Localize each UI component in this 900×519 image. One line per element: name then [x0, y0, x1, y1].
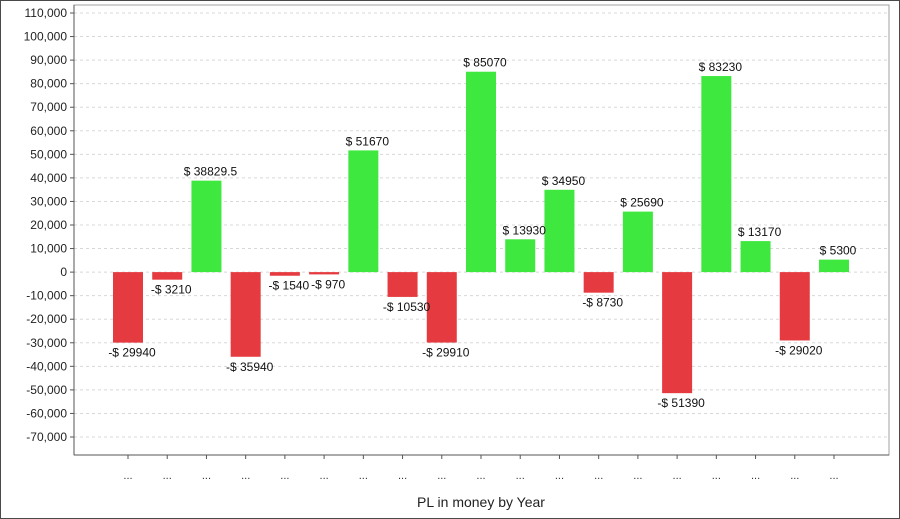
- bar: [701, 76, 732, 273]
- bar-data-label: -$ 29910: [422, 346, 470, 360]
- bar-data-label: $ 83230: [699, 60, 743, 74]
- x-tick-label: ...: [751, 470, 760, 482]
- bar-data-label: $ 85070: [463, 56, 507, 70]
- bar-data-label: -$ 51390: [657, 396, 705, 410]
- y-tick-label: 0: [60, 265, 67, 279]
- bar-data-label: -$ 10530: [383, 300, 431, 314]
- x-tick-label: ...: [359, 470, 368, 482]
- y-tick-label: 80,000: [30, 77, 67, 91]
- x-tick-label: ...: [594, 470, 603, 482]
- bar-data-label: $ 25690: [620, 196, 664, 210]
- y-tick-label: 70,000: [30, 100, 67, 114]
- bar-data-label: -$ 29940: [108, 346, 156, 360]
- y-tick-label: -60,000: [26, 406, 67, 420]
- x-tick-label: ...: [241, 470, 250, 482]
- x-tick-label: ...: [633, 470, 642, 482]
- bar: [544, 189, 575, 273]
- y-tick-label: 30,000: [30, 194, 67, 208]
- bar-data-label: -$ 1540: [269, 279, 310, 293]
- y-tick-label: 60,000: [30, 124, 67, 138]
- bar-data-label: -$ 8730: [582, 296, 623, 310]
- bar: [191, 180, 222, 273]
- data-labels: -$ 29940-$ 3210$ 38829.5-$ 35940-$ 1540-…: [108, 56, 856, 410]
- x-tick-label: ...: [202, 470, 211, 482]
- bar: [426, 272, 457, 343]
- bar: [387, 272, 418, 297]
- y-tick-label: 20,000: [30, 218, 67, 232]
- y-tick-label: -50,000: [26, 383, 67, 397]
- bar-data-label: -$ 35940: [226, 360, 274, 374]
- y-tick-label: -30,000: [26, 336, 67, 350]
- y-tick-label: 110,000: [25, 6, 68, 20]
- y-tick-label: 10,000: [30, 242, 67, 256]
- bar: [622, 211, 653, 273]
- x-tick-label: ...: [398, 470, 407, 482]
- bar-data-label: $ 38829.5: [184, 165, 238, 179]
- y-tick-label: 90,000: [30, 53, 67, 67]
- bar: [662, 272, 693, 394]
- bar: [230, 272, 261, 357]
- x-tick-label: ...: [790, 470, 799, 482]
- y-tick-label: 50,000: [30, 147, 67, 161]
- x-tick-label: ...: [437, 470, 446, 482]
- x-tick-label: ...: [123, 470, 132, 482]
- x-tick-label: ...: [163, 470, 172, 482]
- bar-data-label: $ 51670: [346, 134, 390, 148]
- bar-data-label: $ 34950: [542, 174, 586, 188]
- x-tick-label: ...: [712, 470, 721, 482]
- y-tick-label: -70,000: [26, 430, 67, 444]
- y-tick-label: 100,000: [24, 30, 68, 44]
- bar-data-label: -$ 970: [311, 277, 345, 291]
- y-tick-label: 40,000: [30, 171, 67, 185]
- bar-data-label: $ 5300: [820, 244, 857, 258]
- x-tick-label: ...: [280, 470, 289, 482]
- bar: [466, 71, 496, 273]
- bar: [309, 272, 340, 275]
- bar: [505, 239, 536, 273]
- x-tick-label: ...: [516, 470, 525, 482]
- x-axis-title: PL in money by Year: [417, 494, 545, 510]
- x-tick-label: ...: [555, 470, 564, 482]
- bar: [152, 272, 183, 280]
- bar: [819, 259, 849, 273]
- y-tick-label: -10,000: [26, 289, 67, 303]
- bar: [779, 272, 810, 341]
- bar-data-label: $ 13930: [503, 223, 547, 237]
- y-axis-ticks: 110,000 100,000 90,000 80,000 70,000 60,000 50…: [24, 5, 75, 455]
- x-tick-label: ...: [829, 470, 838, 482]
- x-tick-label: ...: [476, 470, 485, 482]
- bar-data-label: $ 13170: [738, 225, 782, 239]
- y-tick-label: -40,000: [26, 359, 67, 373]
- y-tick-label: -20,000: [26, 312, 67, 326]
- x-axis-ticks: ........................................…: [74, 454, 889, 482]
- bar-data-label: -$ 3210: [151, 283, 192, 297]
- bar-data-label: -$ 29020: [775, 343, 823, 357]
- bars: [113, 71, 849, 394]
- bar: [583, 272, 614, 293]
- bar: [113, 272, 143, 343]
- bar: [740, 241, 771, 273]
- bar: [269, 272, 300, 276]
- bar: [348, 150, 379, 273]
- x-tick-label: ...: [673, 470, 682, 482]
- x-tick-label: ...: [320, 470, 329, 482]
